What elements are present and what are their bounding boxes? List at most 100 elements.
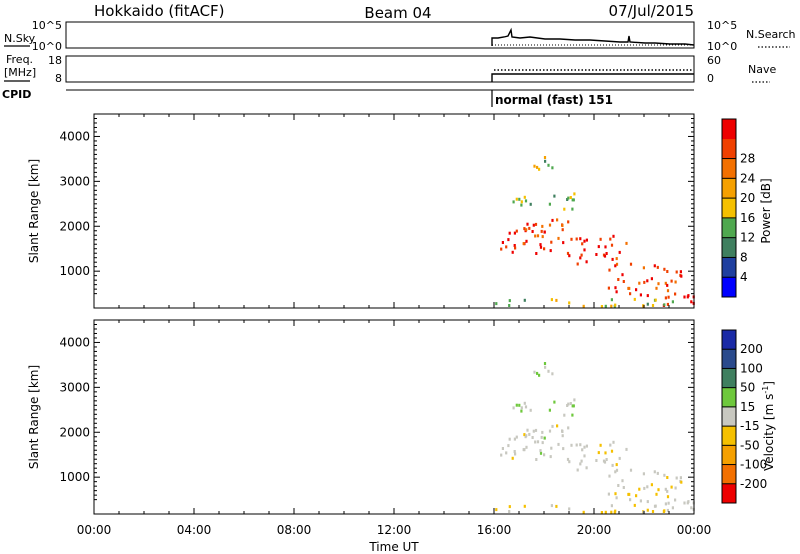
power-cell bbox=[633, 297, 636, 301]
colorbar-swatch bbox=[722, 330, 736, 350]
power-cell bbox=[667, 295, 670, 299]
velocity-cell bbox=[663, 509, 666, 513]
velocity-cell bbox=[650, 483, 653, 487]
velocity-cell bbox=[615, 468, 619, 472]
velocity-heatmap bbox=[495, 362, 695, 514]
power-cell bbox=[617, 278, 620, 281]
velocity-cell bbox=[495, 508, 498, 512]
colorbar-tick-label: 28 bbox=[740, 152, 755, 166]
velocity-cell bbox=[567, 402, 570, 406]
velocity-cell bbox=[657, 488, 660, 492]
velocity-cell bbox=[614, 492, 617, 496]
velocity-cell bbox=[654, 504, 657, 508]
velocity-colorbar-label-main: Velocity [m s bbox=[762, 394, 776, 471]
colorbar-swatch bbox=[722, 349, 736, 369]
velocity-cell bbox=[615, 463, 618, 467]
power-cell bbox=[610, 243, 614, 247]
colorbar-tick-label: 16 bbox=[740, 211, 755, 225]
power-cell bbox=[568, 301, 571, 305]
velocity-colorbar-label: Velocity [m s-1] bbox=[761, 381, 776, 471]
power-cell bbox=[572, 198, 575, 202]
velocity-cell bbox=[600, 511, 603, 514]
n-sky-tick-bottom: 10^0 bbox=[32, 40, 62, 53]
power-ylabel: Slant Range [km] bbox=[27, 159, 41, 263]
power-cell bbox=[544, 159, 547, 163]
velocity-cell bbox=[513, 450, 516, 453]
velocity-cell bbox=[515, 435, 518, 439]
x-axis-ticks: 00:00 04:00 08:00 12:00 16:00 20:00 00:00 bbox=[77, 523, 712, 537]
power-cell bbox=[611, 257, 614, 261]
velocity-cell bbox=[627, 492, 630, 496]
velocity-cell bbox=[580, 459, 583, 463]
velocity-cell bbox=[621, 479, 624, 483]
velocity-cell bbox=[635, 494, 638, 498]
velocity-cell bbox=[508, 510, 511, 513]
y-tick-label: 1000 bbox=[59, 470, 90, 484]
power-cell bbox=[547, 163, 550, 167]
velocity-cell bbox=[670, 485, 673, 489]
power-cell bbox=[563, 207, 566, 211]
velocity-cell bbox=[550, 504, 553, 508]
power-cell bbox=[543, 156, 547, 159]
power-cell bbox=[541, 235, 544, 239]
power-cell bbox=[650, 277, 653, 281]
velocity-cell bbox=[604, 510, 607, 514]
power-cell bbox=[597, 245, 600, 249]
velocity-cell bbox=[671, 506, 674, 510]
velocity-cell bbox=[532, 429, 535, 433]
velocity-cell bbox=[610, 504, 613, 508]
colorbar-frame bbox=[721, 329, 737, 504]
velocity-cell bbox=[599, 443, 602, 447]
power-cell bbox=[525, 239, 528, 243]
power-cell bbox=[551, 218, 554, 222]
power-cell bbox=[529, 202, 532, 206]
velocity-cell bbox=[604, 451, 607, 455]
power-cell bbox=[523, 298, 526, 302]
power-cell bbox=[548, 202, 551, 206]
x-tick-label: 04:00 bbox=[177, 523, 212, 537]
power-cell bbox=[657, 282, 660, 286]
power-cell bbox=[508, 231, 511, 235]
velocity-cell bbox=[562, 447, 565, 451]
velocity-axis-ticks: 1000 2000 3000 4000 bbox=[59, 320, 695, 514]
nave-tick-bottom: 0 bbox=[707, 72, 714, 85]
velocity-cell bbox=[605, 458, 608, 461]
velocity-cell bbox=[551, 424, 554, 428]
velocity-cell bbox=[568, 507, 571, 511]
n-sky-tick-top: 10^5 bbox=[32, 19, 62, 32]
velocity-cell bbox=[568, 460, 571, 464]
velocity-cell bbox=[581, 448, 584, 452]
velocity-cell bbox=[528, 432, 531, 436]
velocity-cell bbox=[543, 436, 546, 440]
power-cell bbox=[551, 166, 554, 170]
freq-tick-top: 18 bbox=[48, 54, 62, 67]
power-cell bbox=[639, 293, 642, 297]
power-heatmap bbox=[495, 156, 695, 308]
power-cell bbox=[515, 229, 518, 233]
noise-panel-frame bbox=[65, 21, 695, 49]
power-cell bbox=[534, 234, 537, 238]
colorbar-swatch bbox=[722, 387, 736, 408]
power-cell bbox=[549, 249, 552, 253]
velocity-cell bbox=[508, 505, 511, 509]
colorbar-tick-label: 8 bbox=[740, 250, 748, 264]
velocity-cell bbox=[666, 489, 669, 493]
power-cell bbox=[654, 298, 657, 302]
velocity-cell bbox=[585, 444, 588, 448]
velocity-cell bbox=[515, 403, 518, 407]
power-cell bbox=[573, 192, 576, 196]
velocity-cell bbox=[610, 510, 613, 514]
colorbar-tick-label: -50 bbox=[740, 438, 760, 452]
velocity-cell bbox=[612, 440, 615, 444]
power-cell bbox=[646, 294, 649, 298]
velocity-cell bbox=[625, 447, 628, 451]
velocity-cell bbox=[541, 430, 544, 434]
colorbar-tick-label: 50 bbox=[740, 381, 755, 395]
power-cell bbox=[553, 194, 556, 198]
velocity-cell bbox=[551, 372, 554, 376]
velocity-cell bbox=[538, 373, 541, 377]
velocity-cell bbox=[539, 449, 542, 453]
power-cell bbox=[500, 247, 503, 251]
power-cell bbox=[618, 250, 621, 254]
power-cell bbox=[515, 197, 518, 201]
